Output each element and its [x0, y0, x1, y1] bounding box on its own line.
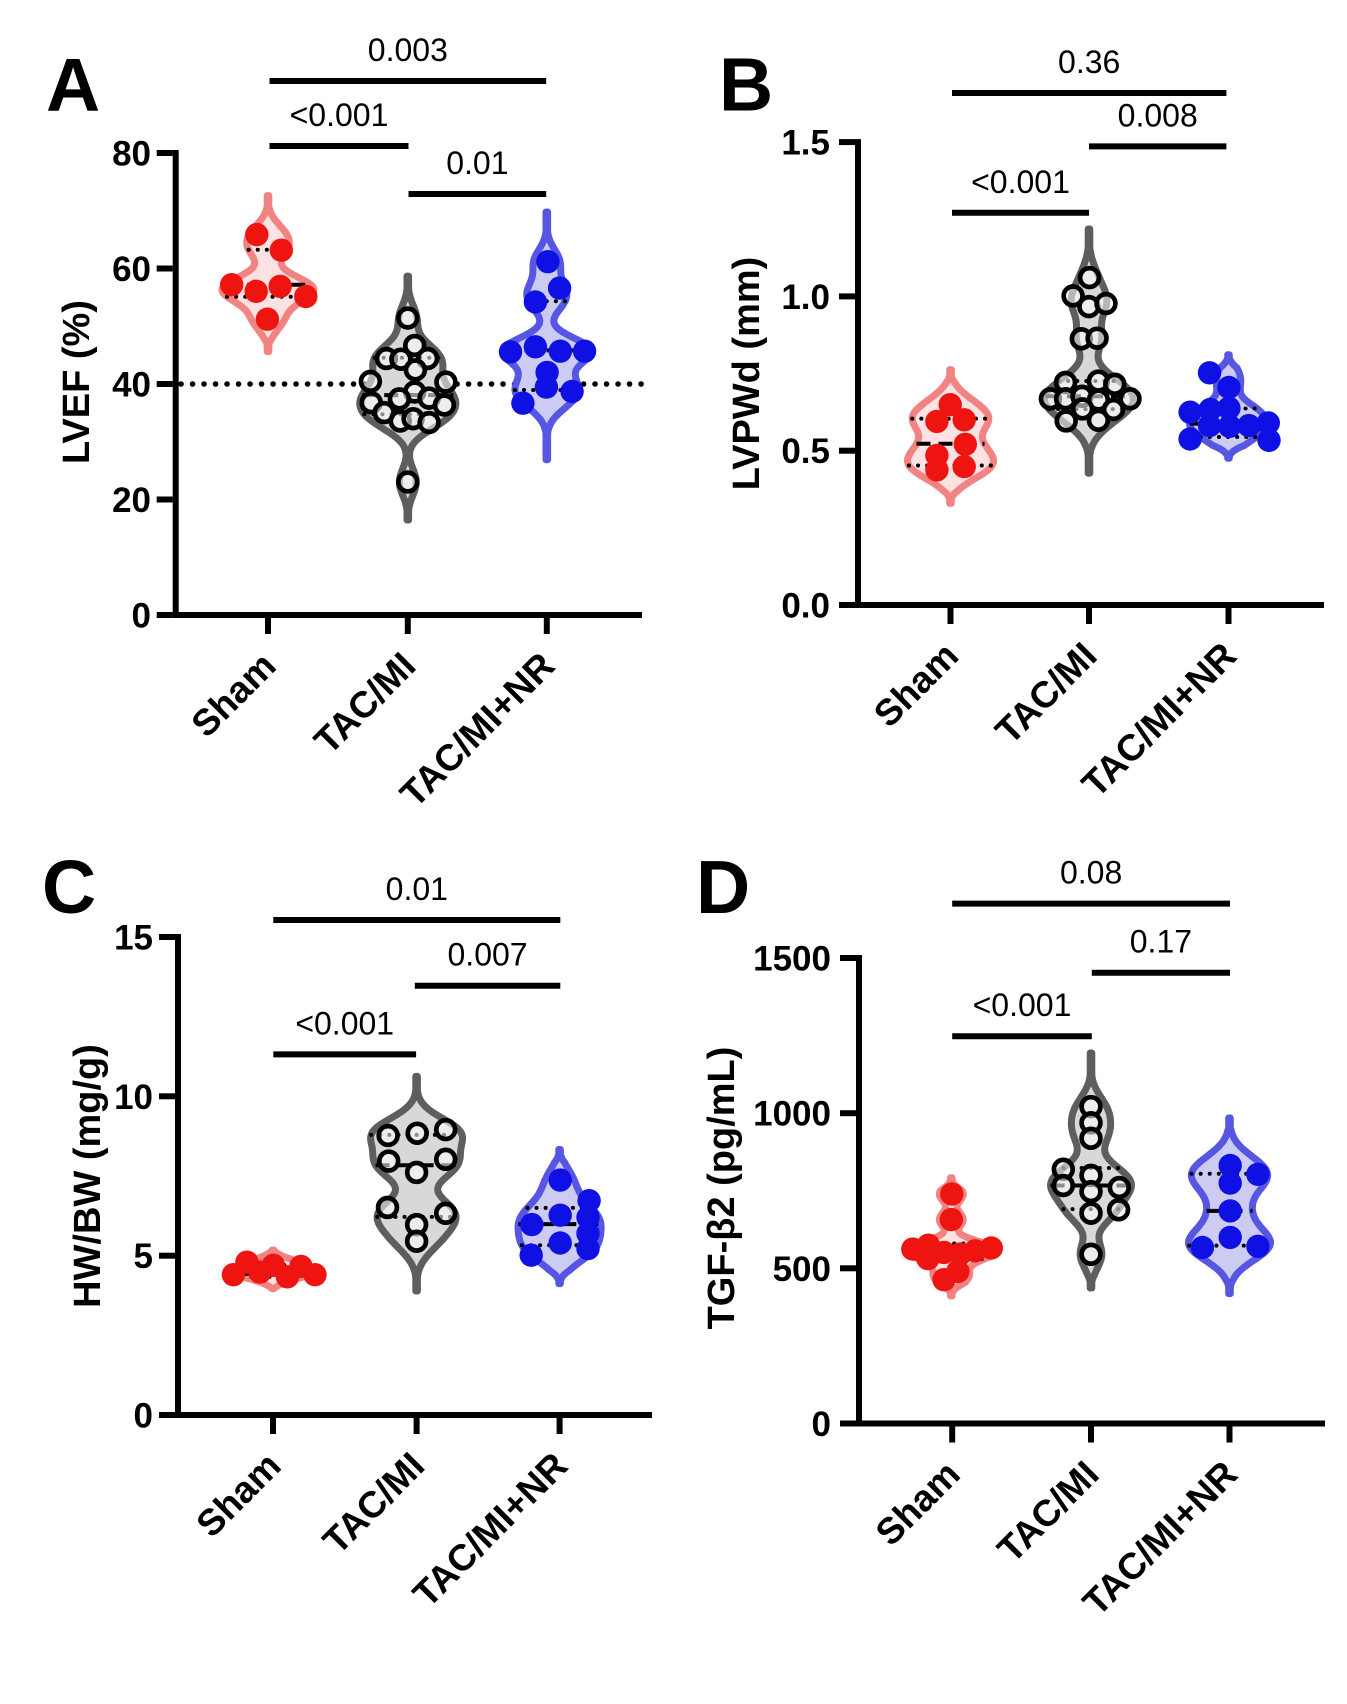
svg-text:B: B [719, 43, 773, 127]
svg-text:0: 0 [132, 597, 151, 636]
svg-text:5: 5 [134, 1237, 153, 1276]
svg-text:LVEF (%): LVEF (%) [56, 300, 98, 464]
svg-text:0: 0 [134, 1397, 153, 1436]
svg-text:C: C [42, 845, 96, 929]
svg-text:0.17: 0.17 [1130, 924, 1192, 960]
svg-text:HW/BW (mg/g): HW/BW (mg/g) [67, 1044, 109, 1308]
svg-text:0.08: 0.08 [1060, 855, 1122, 891]
svg-text:0.01: 0.01 [386, 871, 448, 907]
svg-text:<0.001: <0.001 [973, 987, 1072, 1023]
svg-text:0.36: 0.36 [1058, 44, 1120, 80]
svg-text:10: 10 [114, 1078, 153, 1117]
svg-text:0.5: 0.5 [781, 432, 830, 471]
svg-text:500: 500 [773, 1250, 831, 1289]
svg-text:0.0: 0.0 [781, 587, 830, 626]
svg-text:0.008: 0.008 [1118, 97, 1198, 133]
svg-text:60: 60 [112, 250, 151, 289]
svg-text:1500: 1500 [753, 940, 831, 979]
svg-text:<0.001: <0.001 [971, 164, 1070, 200]
svg-text:D: D [696, 845, 750, 929]
svg-text:<0.001: <0.001 [290, 97, 389, 133]
svg-text:0.003: 0.003 [368, 32, 448, 68]
svg-text:1.5: 1.5 [781, 124, 830, 163]
svg-text:1.0: 1.0 [781, 278, 830, 317]
svg-text:40: 40 [112, 366, 151, 405]
svg-text:0.01: 0.01 [446, 145, 508, 181]
svg-text:0.007: 0.007 [448, 937, 528, 973]
svg-text:20: 20 [112, 481, 151, 520]
svg-text:<0.001: <0.001 [295, 1005, 394, 1041]
svg-text:1000: 1000 [753, 1095, 831, 1134]
svg-text:80: 80 [112, 135, 151, 174]
svg-text:TGF-β2 (pg/mL): TGF-β2 (pg/mL) [701, 1047, 743, 1330]
svg-text:LVPWd (mm): LVPWd (mm) [726, 257, 768, 491]
svg-text:15: 15 [114, 919, 153, 958]
svg-text:A: A [46, 43, 100, 127]
svg-text:0: 0 [812, 1405, 831, 1444]
